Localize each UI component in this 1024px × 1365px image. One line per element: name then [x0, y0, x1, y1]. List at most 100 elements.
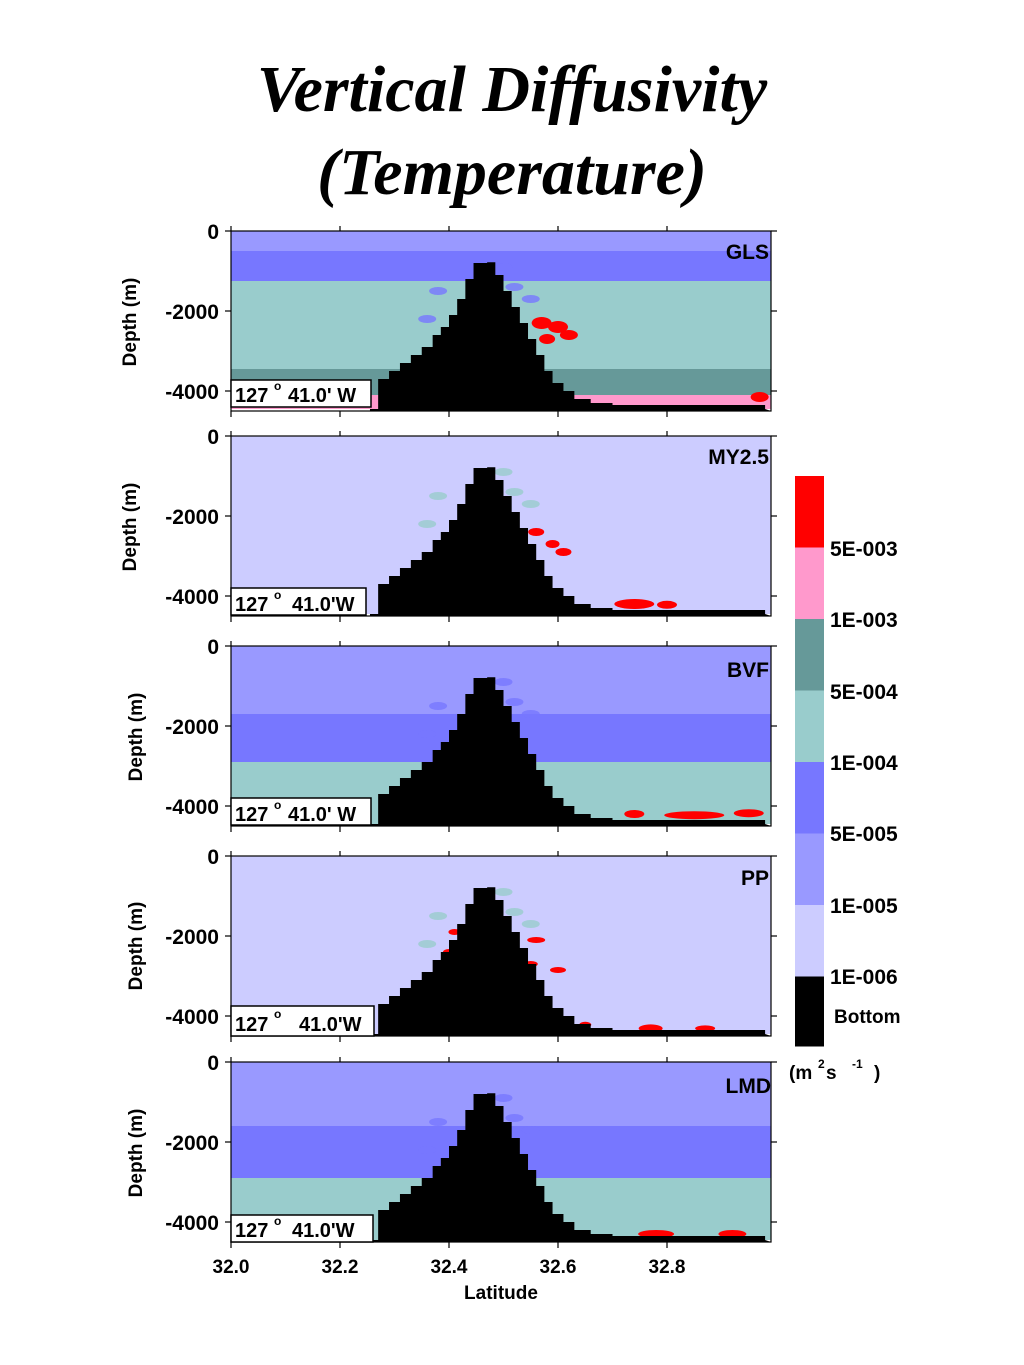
diffusivity-patch — [418, 520, 437, 528]
degree-symbol: o — [274, 379, 281, 393]
diffusivity-patch — [418, 940, 437, 948]
y-tick-label: 0 — [207, 636, 219, 659]
location-minutes: 41.0' W — [288, 385, 356, 407]
diffusivity-patch — [429, 1118, 448, 1126]
high-diffusivity-patch — [531, 317, 552, 329]
colorbar-swatch — [795, 976, 824, 1047]
seafloor-bottom — [369, 467, 771, 616]
location-degrees: 127 — [235, 804, 268, 826]
units-close: ) — [874, 1063, 880, 1084]
y-axis-label-lmd: Depth (m) — [126, 1109, 147, 1198]
y-tick-label: 0 — [207, 221, 219, 244]
y-axis-label-gls: Depth (m) — [120, 278, 141, 367]
y-tick-label: 0 — [207, 846, 219, 869]
panel-label-lmd: LMD — [726, 1075, 772, 1098]
panel-frame — [230, 1061, 772, 1243]
high-diffusivity-patch — [614, 599, 655, 609]
location-box-my25: 127 o 41.0'W — [230, 587, 367, 616]
y-tick-label: -2000 — [165, 716, 219, 739]
location-box-bvf: 127 o 41.0' W — [230, 797, 372, 826]
panel-my25 — [225, 431, 777, 622]
diffusivity-patch — [429, 492, 448, 500]
y-tick-label: -2000 — [165, 301, 219, 324]
location-box-pp: 127 o 41.0'W — [230, 1005, 375, 1037]
diffusivity-patch — [494, 678, 513, 686]
y-tick-label: -4000 — [165, 1006, 219, 1029]
colorbar-swatch — [795, 476, 824, 548]
colorbar-swatch — [795, 690, 824, 762]
location-box-gls: 127 o 41.0' W — [230, 379, 372, 408]
location-box-lmd: 127 o 41.0'W — [230, 1214, 374, 1243]
colorbar-label-5e-004: 5E-004 — [830, 681, 898, 704]
diffusivity-patch — [429, 702, 448, 710]
diffusivity-layer — [231, 231, 771, 251]
degree-symbol: o — [274, 1214, 281, 1228]
panels-group — [225, 226, 777, 1248]
panel-label-my25: MY2.5 — [708, 446, 769, 469]
diffusivity-patch — [494, 888, 513, 896]
diffusivity-patch — [521, 1126, 540, 1134]
units-s: s — [826, 1063, 837, 1084]
diffusivity-patch — [505, 698, 524, 706]
diffusivity-patch — [418, 315, 437, 323]
diffusivity-patch — [505, 908, 524, 916]
y-tick-label: -2000 — [165, 506, 219, 529]
diffusivity-patch — [418, 1146, 437, 1154]
high-diffusivity-patch — [657, 600, 677, 609]
colorbar-swatch — [795, 905, 824, 977]
panel-frame — [230, 645, 772, 827]
units-m: (m — [789, 1063, 812, 1084]
panel-frame — [230, 435, 772, 617]
x-axis-label: Latitude — [464, 1283, 538, 1304]
y-tick-label: -2000 — [165, 926, 219, 949]
y-tick-label: -4000 — [165, 1212, 219, 1235]
high-diffusivity-patch — [664, 811, 725, 820]
colorbar-label-1e-006: 1E-006 — [830, 966, 898, 989]
location-degrees: 127 — [235, 594, 268, 616]
y-axis-label-my25: Depth (m) — [120, 483, 141, 572]
diffusivity-patch — [505, 283, 524, 291]
diffusivity-patch — [494, 1094, 513, 1102]
seafloor-bottom — [369, 677, 771, 826]
y-tick-label: -4000 — [165, 796, 219, 819]
y-axis-label-bvf: Depth (m) — [126, 693, 147, 782]
panel-frame — [230, 230, 772, 412]
high-diffusivity-patch — [750, 392, 769, 402]
units-exp-minus1: -1 — [852, 1057, 863, 1071]
colorbar-label-1e-005: 1E-005 — [830, 895, 898, 918]
panel-label-pp: PP — [741, 867, 769, 890]
x-tick-label: 32.2 — [322, 1257, 359, 1278]
colorbar-swatch — [795, 547, 824, 619]
high-diffusivity-patch — [624, 810, 645, 818]
high-diffusivity-patch — [539, 334, 556, 344]
high-diffusivity-patch — [527, 937, 546, 943]
high-diffusivity-patch — [733, 809, 764, 818]
x-tick-label: 32.0 — [213, 1257, 250, 1278]
seafloor-bottom — [369, 1093, 771, 1242]
y-tick-label: -4000 — [165, 586, 219, 609]
location-minutes: 41.0' W — [288, 804, 356, 826]
diffusivity-patch — [494, 263, 513, 271]
location-minutes: 41.0'W — [299, 1014, 362, 1036]
seafloor-bottom — [369, 262, 771, 411]
panel-label-gls: GLS — [726, 241, 769, 264]
diffusivity-patch — [429, 912, 448, 920]
y-tick-label: 0 — [207, 1052, 219, 1075]
high-diffusivity-patch — [548, 321, 568, 333]
diffusivity-patch — [521, 500, 540, 508]
panel-gls — [225, 226, 777, 417]
high-diffusivity-patch — [559, 330, 578, 340]
colorbar-label-1e-003: 1E-003 — [830, 609, 898, 632]
high-diffusivity-patch — [555, 548, 572, 556]
diffusivity-patch — [418, 730, 437, 738]
diffusivity-patch — [505, 1114, 524, 1122]
degree-symbol: o — [274, 588, 281, 602]
colorbar-swatch — [795, 619, 824, 691]
diffusivity-patch — [505, 488, 524, 496]
y-tick-label: -2000 — [165, 1132, 219, 1155]
location-minutes: 41.0'W — [292, 1220, 355, 1242]
location-degrees: 127 — [235, 1220, 268, 1242]
x-tick-label: 32.6 — [540, 1257, 577, 1278]
seafloor-bottom — [369, 887, 771, 1036]
